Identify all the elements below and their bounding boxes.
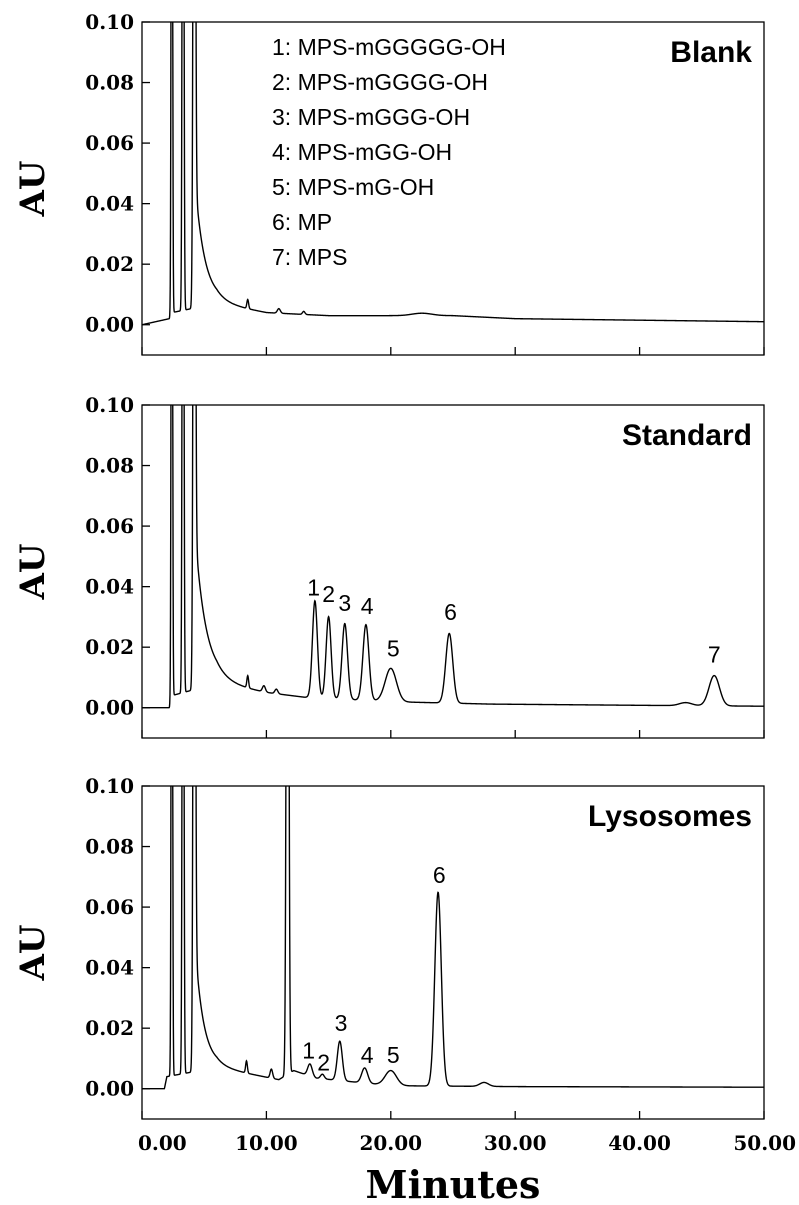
y-tick-label: 0.04 — [85, 575, 134, 599]
peak-label: 6 — [444, 599, 457, 625]
peak-label: 2 — [322, 581, 335, 607]
plot-frame — [141, 404, 765, 739]
peak-label: 3 — [335, 1010, 348, 1036]
plot-frame — [141, 21, 765, 356]
plot-frame — [141, 785, 765, 1120]
legend: 1: MPS-mGGGGG-OH 2: MPS-mGGGG-OH 3: MPS-mG… — [272, 34, 506, 270]
peak-label: 2 — [317, 1050, 330, 1076]
y-tick-label: 0.02 — [85, 1016, 134, 1040]
x-tick-label: 50.00 — [733, 1131, 796, 1155]
chromatogram-trace — [142, 786, 764, 1090]
y-tick-label: 0.02 — [85, 635, 134, 659]
y-axis-title: AU — [13, 543, 53, 600]
legend-entry: 7: MPS — [272, 244, 347, 270]
y-tick-label: 0.06 — [85, 895, 134, 919]
legend-entry: 5: MPS-mG-OH — [272, 174, 434, 200]
y-tick-label: 0.04 — [85, 956, 134, 980]
peak-label: 4 — [361, 1042, 374, 1068]
chromatogram-trace — [142, 22, 764, 326]
peak-label: 5 — [387, 635, 400, 661]
y-tick-label: 0.06 — [85, 514, 134, 538]
panel-title: Lysosomes — [588, 800, 752, 833]
panel-title: Blank — [670, 36, 752, 69]
x-tick-label: 40.00 — [608, 1131, 671, 1155]
chromatogram-trace — [142, 405, 764, 709]
x-axis-title: Minutes — [366, 1162, 541, 1205]
legend-entry: 6: MP — [272, 209, 332, 235]
peak-label: 1 — [307, 575, 320, 601]
y-tick-label: 0.04 — [85, 192, 134, 216]
peak-label: 5 — [387, 1042, 400, 1068]
y-tick-label: 0.08 — [85, 71, 134, 95]
x-tick-label: 0.00 — [138, 1131, 187, 1155]
chromatogram-panels: 0.00 0.02 0.04 0.06 0.08 0.10 AU Blank 1: MPS-mG… — [13, 10, 796, 1155]
peak-label: 7 — [708, 641, 721, 667]
panel-blank: 0.00 0.02 0.04 0.06 0.08 0.10 AU Blank 1: MPS-mG… — [13, 10, 765, 356]
legend-entry: 3: MPS-mGGG-OH — [272, 104, 470, 130]
panel-title: Standard — [622, 419, 752, 452]
legend-entry: 2: MPS-mGGGG-OH — [272, 69, 488, 95]
y-tick-label: 0.08 — [85, 835, 134, 859]
y-tick-label: 0.00 — [85, 313, 134, 337]
y-tick-label: 0.10 — [85, 393, 134, 417]
peak-label: 1 — [302, 1037, 315, 1063]
x-tick-label: 10.00 — [235, 1131, 298, 1155]
y-tick-label: 0.10 — [85, 774, 134, 798]
x-tick-label: 20.00 — [359, 1131, 422, 1155]
panel-standard: 0.00 0.02 0.04 0.06 0.08 0.10 AU Standard 1 2 3 45 6… — [13, 393, 765, 739]
panel-lysosomes: 0.00 0.02 0.04 0.06 0.08 0.10 0.00 10.00 20.00 30… — [13, 774, 796, 1155]
peak-label: 6 — [433, 862, 446, 888]
peak-label: 4 — [361, 593, 374, 619]
x-tick-label: 30.00 — [484, 1131, 547, 1155]
peak-label: 3 — [338, 590, 351, 616]
y-tick-label: 0.02 — [85, 252, 134, 276]
y-axis-title: AU — [13, 160, 53, 217]
y-tick-label: 0.10 — [85, 10, 134, 34]
y-tick-label: 0.00 — [85, 1077, 134, 1101]
y-tick-label: 0.06 — [85, 131, 134, 155]
legend-entry: 1: MPS-mGGGGG-OH — [272, 34, 506, 60]
legend-entry: 4: MPS-mGG-OH — [272, 139, 452, 165]
y-axis-title: AU — [13, 924, 53, 981]
y-tick-label: 0.08 — [85, 454, 134, 478]
y-tick-label: 0.00 — [85, 696, 134, 720]
